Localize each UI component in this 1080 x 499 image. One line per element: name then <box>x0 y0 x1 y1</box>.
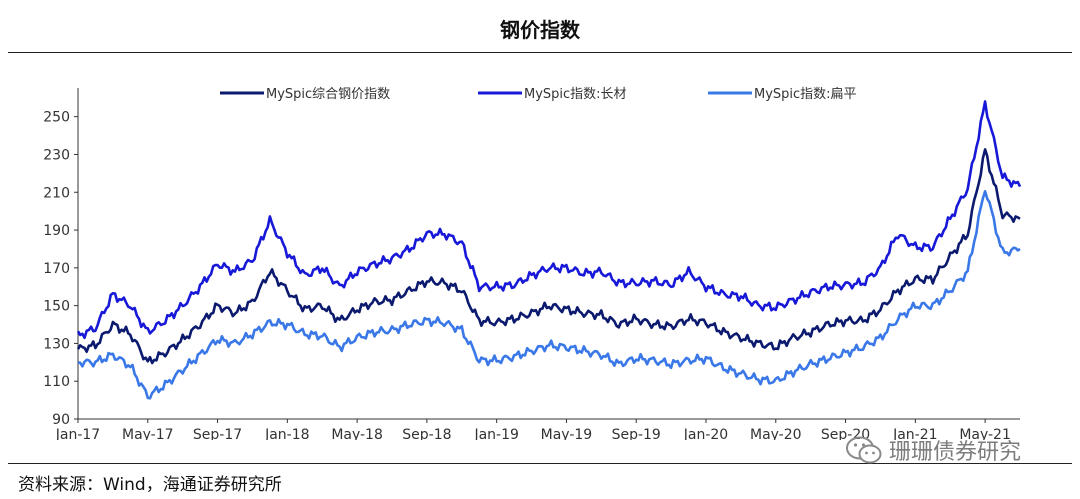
y-tick-label: 190 <box>43 223 70 239</box>
series-line-1 <box>76 100 1022 340</box>
series-line-2 <box>77 190 1021 400</box>
y-tick-label: 230 <box>43 147 70 163</box>
legend-label: MySpic指数:长材 <box>524 87 627 102</box>
y-tick-label: 110 <box>43 374 70 390</box>
x-tick-label: Sep-17 <box>193 427 242 440</box>
x-tick-label: Jan-18 <box>264 427 309 440</box>
x-tick-label: May-17 <box>122 427 174 440</box>
steel-price-chart: 90 110 130 150 170 190 210 230 250 Jan-17 May-17 Se… <box>43 87 1022 440</box>
x-tick-label: May-19 <box>541 427 593 440</box>
x-tick-label: Sep-18 <box>402 427 451 440</box>
x-tick-label: Jan-20 <box>683 427 728 440</box>
source-divider <box>8 463 1072 464</box>
y-tick-label: 210 <box>43 185 70 201</box>
source-note: 资料来源：Wind，海通证券研究所 <box>18 475 282 495</box>
x-tick-label: Jan-17 <box>55 427 100 440</box>
chart-title: 钢价指数 <box>500 18 580 42</box>
x-tick-label: Jan-21 <box>892 427 937 440</box>
wechat-icon <box>846 436 882 464</box>
title-divider <box>8 52 1072 53</box>
x-tick-label: May-18 <box>331 427 383 440</box>
x-tick-label: Sep-19 <box>612 427 661 440</box>
y-tick-label: 150 <box>43 299 70 315</box>
legend-label: MySpic综合钢价指数 <box>266 87 390 102</box>
watermark-text: 珊珊债券研究 <box>889 440 1022 465</box>
y-tick-label: 250 <box>43 110 70 126</box>
series-line-0 <box>76 148 1021 365</box>
x-tick-label: Jan-19 <box>473 427 518 440</box>
y-tick-label: 90 <box>52 412 70 428</box>
y-tick-label: 130 <box>43 336 70 352</box>
legend-label: MySpic指数:扁平 <box>754 87 857 102</box>
x-tick-label: May-20 <box>750 427 802 440</box>
y-tick-label: 170 <box>43 261 70 277</box>
watermark: 珊珊债券研究 <box>845 434 1021 466</box>
x-tick-label: May-21 <box>959 427 1011 440</box>
